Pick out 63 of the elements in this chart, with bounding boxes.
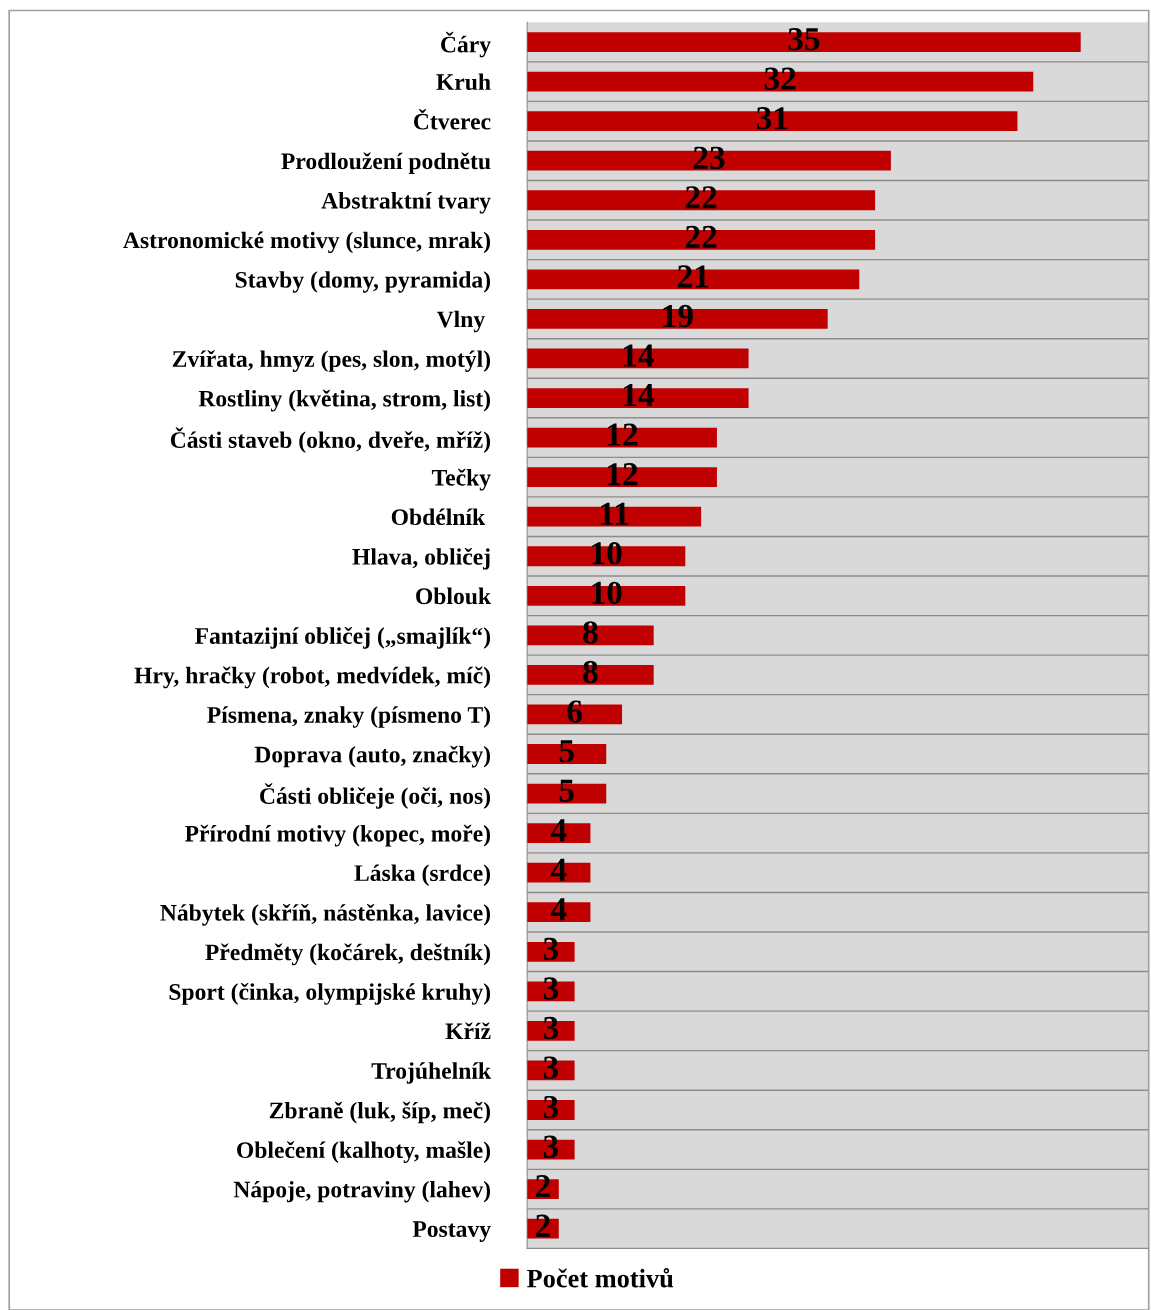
data-label: 10	[592, 542, 622, 565]
y-tick-label: Stavby (domy, pyramida)	[235, 271, 491, 293]
data-label: 8	[583, 660, 598, 684]
data-label: 4	[550, 898, 567, 921]
y-tick-label: Tečky	[431, 468, 491, 491]
data-label: 10	[592, 581, 622, 605]
y-tick-label: Oblouk	[416, 587, 492, 605]
data-label: 3	[543, 977, 559, 1000]
legend-label: Počet motivů	[527, 1268, 674, 1288]
data-label: 19	[663, 304, 693, 328]
y-tick-label: Čáry	[441, 31, 491, 58]
data-label: 12	[608, 423, 638, 446]
y-tick-label: Sport (činka, olympijské kruhy)	[169, 983, 491, 1005]
data-label: 2	[536, 1175, 550, 1198]
y-tick-label: Kruh	[436, 73, 491, 91]
y-tick-label: Rostliny (květina, strom, list)	[198, 389, 491, 412]
data-label: 3	[543, 1135, 559, 1158]
data-label: 14	[623, 384, 654, 407]
y-tick-label: Postavy	[412, 1221, 491, 1242]
data-label: 22	[685, 186, 717, 209]
data-label: 23	[693, 146, 725, 170]
y-tick-label: Nábytek (skříň, nástěnka, lavice)	[160, 903, 491, 926]
data-label: 5	[559, 740, 574, 763]
y-tick-label: Části staveb (okno, dveře, mříž)	[170, 427, 491, 453]
data-label: 12	[608, 463, 638, 486]
y-tick-label: Zbraně (luk, šíp, meč)	[269, 1101, 491, 1124]
data-label: 3	[543, 1095, 559, 1119]
y-tick-label: Fantazijní obličej („smajlík“)	[195, 627, 491, 649]
data-label: 3	[543, 1016, 559, 1040]
y-tick-label: Čtverec	[413, 108, 491, 130]
y-tick-label: Zvířata, hmyz (pes, slon, motýl)	[172, 350, 491, 372]
y-tick-label: Láska (srdce)	[354, 864, 491, 886]
data-label: 35	[788, 27, 820, 51]
y-tick-label: Prodloužení podnětu	[281, 152, 491, 175]
y-tick-label: Předměty (kočárek, deštník)	[205, 943, 491, 966]
y-tick-label: Nápoje, potraviny (lahev)	[233, 1180, 491, 1203]
data-label: 8	[583, 621, 598, 644]
y-tick-label: Doprava (auto, značky)	[254, 745, 491, 768]
y-tick-label: Obdélník	[391, 508, 486, 526]
y-tick-label: Oblečení (kalhoty, mašle)	[237, 1141, 491, 1163]
data-label: 21	[677, 265, 709, 288]
data-label: 3	[543, 1056, 559, 1079]
data-label: 2	[536, 1214, 550, 1237]
data-label: 6	[567, 700, 582, 723]
data-label: 4	[550, 819, 567, 842]
y-tick-label: Písmena, znaky (písmeno T)	[207, 706, 491, 728]
data-label: 14	[623, 344, 654, 367]
data-label: 4	[550, 858, 567, 881]
y-tick-label: Kříž	[445, 1022, 491, 1040]
data-label: 32	[764, 67, 796, 90]
data-label: 31	[756, 107, 788, 130]
y-tick-label: Astronomické motivy (slunce, mrak)	[123, 231, 491, 254]
data-label: 3	[543, 937, 559, 961]
y-tick-label: Abstraktní tvary	[321, 192, 491, 214]
y-tick-label: Hlava, obličej	[352, 547, 490, 570]
y-tick-label: Přírodní motivy (kopec, moře)	[184, 824, 491, 847]
y-tick-label: Vlny	[436, 310, 485, 333]
data-label: 5	[559, 779, 574, 802]
data-label: 11	[601, 502, 629, 525]
data-label: 22	[685, 225, 717, 248]
y-tick-label: Trojúhelník	[371, 1062, 492, 1084]
y-tick-label: Hry, hračky (robot, medvídek, míč)	[134, 666, 491, 689]
y-tick-label: Části obličeje (oči, nos)	[260, 783, 491, 809]
